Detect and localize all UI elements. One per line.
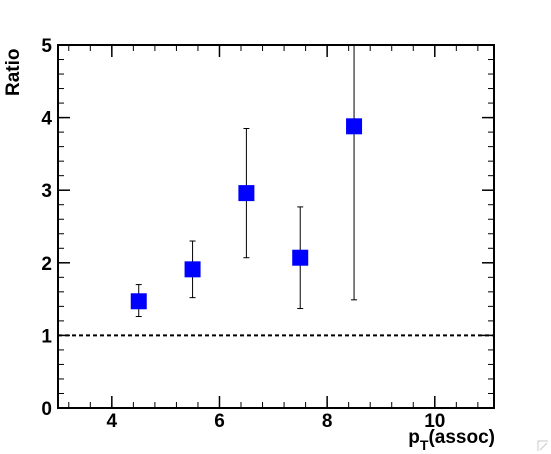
square-marker — [346, 118, 363, 135]
x-axis-title-tail: (assoc) — [428, 427, 495, 448]
y-tick-label: 0 — [41, 399, 52, 420]
y-tick-label: 3 — [41, 181, 52, 202]
plot-frame — [57, 44, 495, 409]
y-tick-label: 2 — [41, 254, 52, 275]
square-marker — [184, 261, 201, 278]
x-tick-label: 10 — [424, 411, 445, 432]
data-point — [130, 284, 147, 318]
y-tick-label: 5 — [41, 36, 52, 57]
x-axis-title-subscript: T — [420, 437, 429, 453]
x-axis-title: pT(assoc) — [408, 427, 495, 453]
data-point — [238, 127, 255, 259]
y-axis-title: Ratio — [3, 49, 24, 97]
data-point — [346, 44, 363, 301]
x-tick-label: 4 — [107, 411, 118, 432]
square-marker — [292, 249, 309, 266]
major-ticks — [58, 44, 494, 409]
y-tick-label: 1 — [41, 326, 52, 347]
square-marker — [238, 185, 255, 202]
square-marker — [130, 293, 147, 310]
x-tick-label: 6 — [214, 411, 225, 432]
data-point — [184, 240, 201, 299]
x-tick-label: 8 — [322, 411, 333, 432]
data-point — [292, 206, 309, 310]
tick-labels: 4 6 8 10 0 1 2 3 4 5 — [41, 36, 445, 432]
resize-corner-icon — [537, 440, 548, 451]
x-axis-title-main: p — [408, 427, 420, 448]
y-tick-label: 4 — [41, 109, 52, 130]
minor-ticks — [58, 44, 494, 409]
data-points — [130, 44, 363, 318]
